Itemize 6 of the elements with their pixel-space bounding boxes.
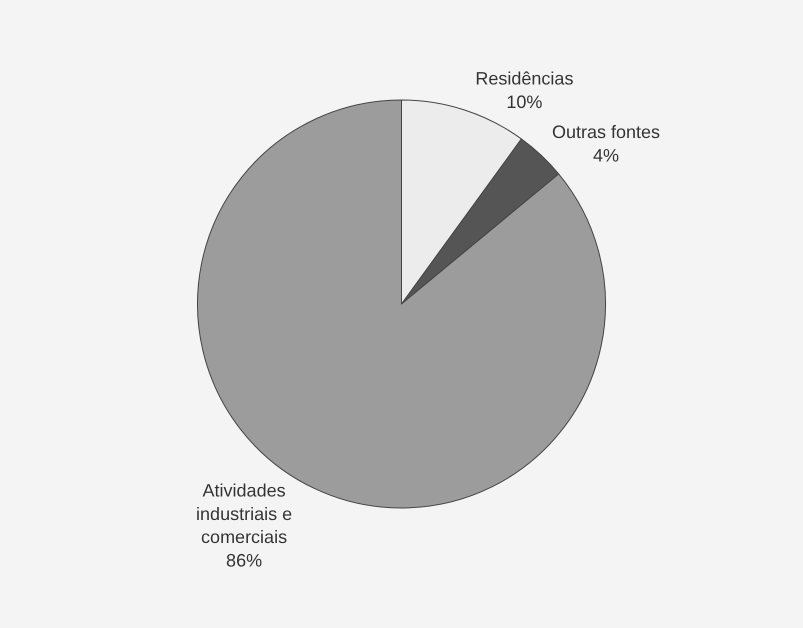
slice-label: Outras fontes (552, 122, 660, 142)
data-label: 86% (226, 550, 262, 571)
slice-label: Residências (475, 68, 574, 89)
data-label: 10% (506, 92, 542, 112)
data-label: 4% (593, 145, 620, 166)
slice-label: Atividades industriais e comerciais (196, 480, 292, 548)
